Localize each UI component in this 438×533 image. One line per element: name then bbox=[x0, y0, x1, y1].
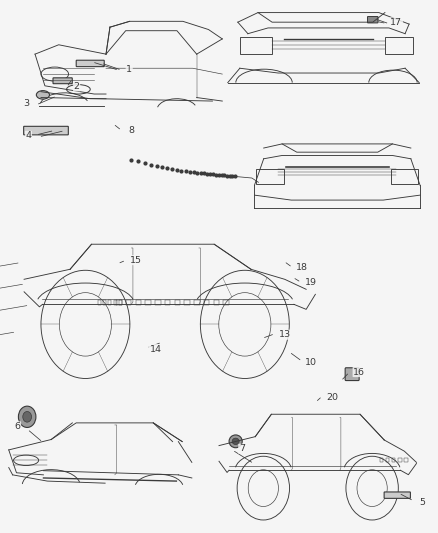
Bar bbox=[223, 300, 229, 305]
Bar bbox=[256, 168, 284, 183]
Text: 1: 1 bbox=[126, 65, 132, 74]
FancyBboxPatch shape bbox=[384, 492, 410, 498]
Bar bbox=[392, 458, 396, 462]
Bar bbox=[126, 300, 131, 305]
Ellipse shape bbox=[36, 91, 49, 99]
Bar bbox=[386, 458, 389, 462]
Bar bbox=[175, 300, 180, 305]
Bar bbox=[240, 37, 272, 54]
Bar bbox=[380, 458, 383, 462]
Bar bbox=[404, 458, 408, 462]
FancyBboxPatch shape bbox=[367, 17, 378, 23]
Bar bbox=[114, 300, 117, 305]
Bar bbox=[119, 300, 122, 305]
Bar bbox=[103, 300, 106, 305]
Text: 6: 6 bbox=[14, 422, 21, 431]
Bar bbox=[214, 300, 219, 305]
Text: 13: 13 bbox=[279, 330, 291, 339]
Circle shape bbox=[18, 406, 36, 427]
Bar bbox=[184, 300, 190, 305]
Bar bbox=[116, 300, 122, 305]
Text: 18: 18 bbox=[296, 263, 308, 272]
Text: 2: 2 bbox=[74, 82, 80, 91]
FancyBboxPatch shape bbox=[345, 368, 359, 381]
Bar bbox=[136, 300, 141, 305]
Bar bbox=[194, 300, 200, 305]
Bar bbox=[98, 300, 101, 305]
Text: 5: 5 bbox=[420, 498, 426, 506]
Text: 7: 7 bbox=[239, 445, 245, 453]
Bar bbox=[145, 300, 151, 305]
Text: 15: 15 bbox=[130, 256, 142, 264]
Ellipse shape bbox=[229, 435, 242, 448]
Ellipse shape bbox=[232, 438, 239, 445]
Bar bbox=[155, 300, 161, 305]
Text: 4: 4 bbox=[25, 132, 32, 140]
Bar bbox=[204, 300, 209, 305]
Bar bbox=[391, 168, 418, 183]
Text: 8: 8 bbox=[128, 126, 134, 135]
Bar bbox=[385, 37, 413, 54]
Circle shape bbox=[23, 411, 32, 422]
Text: 19: 19 bbox=[305, 278, 317, 287]
Bar bbox=[109, 300, 111, 305]
Bar bbox=[398, 458, 402, 462]
Text: 10: 10 bbox=[305, 358, 317, 367]
FancyBboxPatch shape bbox=[24, 126, 68, 135]
Text: 16: 16 bbox=[353, 368, 365, 376]
Text: 20: 20 bbox=[326, 393, 338, 401]
Text: 17: 17 bbox=[390, 18, 403, 27]
FancyBboxPatch shape bbox=[53, 78, 72, 84]
FancyBboxPatch shape bbox=[76, 60, 104, 67]
Text: 14: 14 bbox=[149, 345, 162, 353]
Text: 3: 3 bbox=[23, 100, 29, 108]
Bar bbox=[165, 300, 170, 305]
